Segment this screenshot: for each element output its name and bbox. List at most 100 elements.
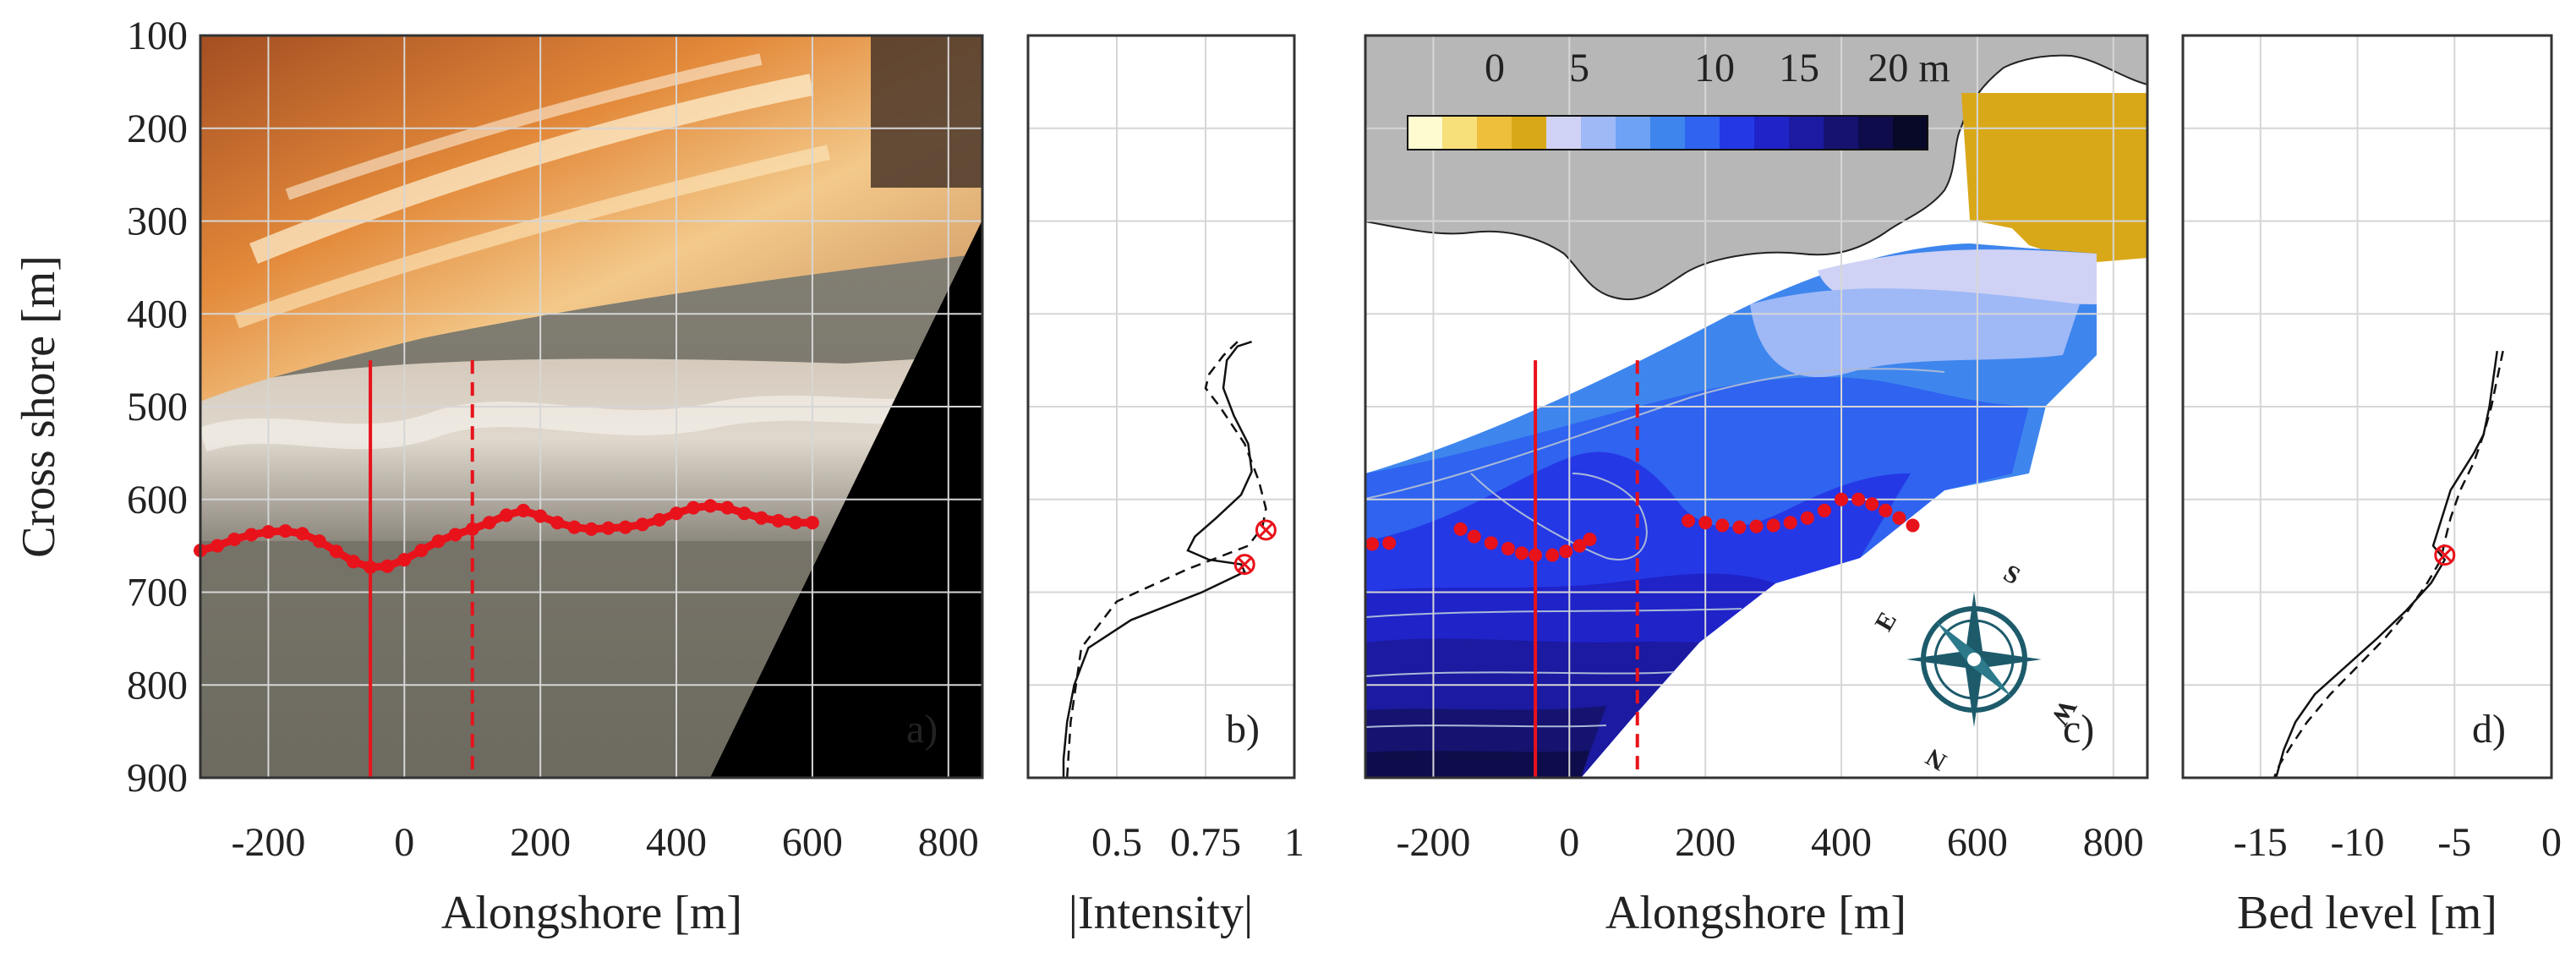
breakpoint-point xyxy=(244,528,259,542)
breakpoint-dot xyxy=(1572,539,1587,553)
breakpoint-point xyxy=(805,516,819,530)
breakpoint-dots xyxy=(1365,492,1920,562)
colorbar-tick-label: 0 xyxy=(1485,46,1505,90)
breakpoint-point xyxy=(482,516,496,530)
y-tick-label: 100 xyxy=(127,14,188,58)
panel-a-frame xyxy=(199,34,984,779)
panel-a: 100 200 300 400 500 600 700 800 900 -200 0 200 400 6… xyxy=(13,14,984,939)
panel-d-grid xyxy=(2183,35,2552,779)
breakpoint-point xyxy=(720,500,735,515)
y-tick-label: 800 xyxy=(127,663,188,708)
panel-c-label: c) xyxy=(2063,707,2094,752)
x-tick-label: 1 xyxy=(1284,820,1304,865)
panel-a-image xyxy=(200,36,982,778)
bathymetry-map xyxy=(1365,36,2147,778)
panel-d-x-axis-label: Bed level [m] xyxy=(2237,887,2497,939)
colorbar-tick-label: 20 m xyxy=(1868,46,1950,90)
colorbar-segment xyxy=(1408,116,1443,150)
solid-profile xyxy=(2274,350,2498,778)
breakpoint-point xyxy=(414,544,429,558)
breakpoint-marker xyxy=(1255,519,1277,541)
x-tick-label: 0 xyxy=(1559,820,1579,865)
breakpoint-dot xyxy=(1484,536,1498,550)
breakpoint-point xyxy=(737,506,752,521)
panel-d-profiles xyxy=(2272,350,2504,778)
colorbar-segment xyxy=(1546,116,1582,150)
breakpoint-dot xyxy=(1879,503,1893,517)
x-tick-label: -5 xyxy=(2437,820,2471,865)
breakpoint-marker xyxy=(2434,544,2456,566)
breakpoint-dot xyxy=(1851,492,1866,506)
panel-d: -15 -10 -5 0 Bed level [m] d) xyxy=(2181,34,2562,939)
breakpoint-point xyxy=(431,534,446,549)
breakpoint-point xyxy=(550,516,565,530)
panel-b-label: b) xyxy=(1226,707,1260,752)
breakpoint-dot xyxy=(1749,519,1764,533)
breakpoint-point xyxy=(771,513,785,528)
breakpoint-point xyxy=(329,544,343,559)
breakpoint-dot xyxy=(1865,497,1879,511)
panel-c: 0 5 10 15 20 m S E W N -200 0 200 400 600 800 Alo… xyxy=(1364,34,2149,939)
x-tick-label: 400 xyxy=(1811,820,1872,865)
breakpoint-point xyxy=(635,517,649,532)
breakpoint-point xyxy=(652,512,666,527)
breakpoint-dot xyxy=(1817,503,1831,517)
panel-c-x-axis-label: Alongshore [m] xyxy=(1605,887,1906,939)
x-tick-label: 0 xyxy=(394,820,414,865)
panel-d-x-tick-labels: -15 -10 -5 0 xyxy=(2234,820,2562,865)
y-tick-labels: 100 200 300 400 500 600 700 800 900 xyxy=(127,14,188,801)
breakpoint-point xyxy=(499,508,513,522)
breakpoint-point xyxy=(261,525,276,539)
panel-b: 0.5 0.75 1 |Intensity| b) xyxy=(1026,34,1304,939)
colorbar-tick-labels: 0 5 10 15 20 m xyxy=(1485,46,1950,90)
x-tick-label: 0 xyxy=(2541,820,2562,865)
breakpoint-dot xyxy=(1835,492,1849,506)
y-tick-label: 700 xyxy=(127,571,188,615)
colorbar-segment xyxy=(1650,116,1686,150)
y-tick-label: 500 xyxy=(127,385,188,429)
y-tick-label: 300 xyxy=(127,200,188,244)
breakpoint-point xyxy=(465,522,479,536)
x-tick-label: -200 xyxy=(231,820,305,865)
breakpoint-dot xyxy=(1545,548,1560,562)
breakpoint-point xyxy=(567,520,582,534)
panel-d-frame xyxy=(2181,34,2553,779)
y-tick-label: 200 xyxy=(127,107,188,151)
colorbar-tick-label: 5 xyxy=(1569,46,1589,90)
breakpoint-dot xyxy=(1453,522,1468,536)
breakpoint-dot xyxy=(1382,536,1397,550)
breakpoint-point xyxy=(312,534,326,549)
breakpoint-dot xyxy=(1906,518,1920,533)
breakpoint-dot xyxy=(1467,529,1481,544)
breakpoint-point xyxy=(295,527,309,541)
panel-a-x-tick-labels: -200 0 200 400 600 800 xyxy=(231,820,978,865)
x-tick-label: -15 xyxy=(2234,820,2288,865)
dashed-profile xyxy=(2272,350,2504,778)
x-tick-label: 200 xyxy=(1675,820,1736,865)
breakpoint-dot xyxy=(1732,520,1747,534)
compass-label-e: E xyxy=(1869,607,1902,636)
breakpoint-point xyxy=(686,500,701,515)
breakpoint-point xyxy=(346,555,360,569)
breakpoint-dot xyxy=(1800,511,1814,525)
breakpoint-point xyxy=(380,559,395,573)
panel-b-profiles xyxy=(1062,340,1267,778)
colorbar-segment xyxy=(1442,116,1478,150)
breakpoint-marker-cross xyxy=(1238,557,1252,571)
x-tick-label: 200 xyxy=(510,820,571,865)
colorbar-segment xyxy=(1893,116,1928,150)
colorbar-segment xyxy=(1824,116,1859,150)
y-tick-label: 900 xyxy=(127,756,188,801)
colorbar-segment xyxy=(1512,116,1547,150)
breakpoint-point xyxy=(670,506,684,521)
breakpoint-dot xyxy=(1892,511,1906,525)
solid-profile xyxy=(1062,340,1253,778)
colorbar-segment xyxy=(1616,116,1651,150)
breakpoint-dot xyxy=(1715,518,1730,533)
x-tick-label: -200 xyxy=(1396,820,1470,865)
colorbar-frame xyxy=(1407,115,1928,150)
breakpoint-marker xyxy=(1233,554,1255,576)
x-tick-label: 0.75 xyxy=(1170,820,1241,865)
x-tick-label: -10 xyxy=(2331,820,2385,865)
colorbar-segment xyxy=(1858,116,1894,150)
